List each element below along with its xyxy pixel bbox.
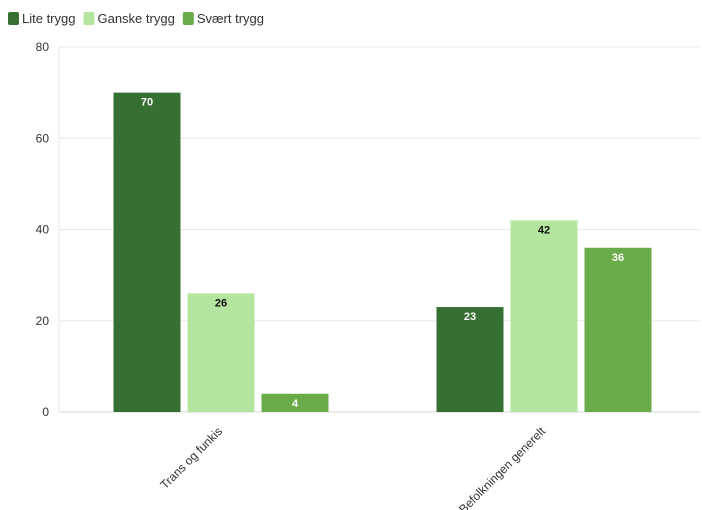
y-tick-label-0: 0: [42, 405, 49, 419]
bars: [113, 92, 652, 412]
data-label-ganske-trygg-trans-og-funkis: 26: [215, 297, 227, 309]
x-axis: Trans og funkis Befolkningen generelt: [158, 424, 549, 510]
legend-swatch-sv-rt-trygg[interactable]: [182, 12, 194, 25]
legend-label-ganske-trygg[interactable]: Ganske trygg: [97, 11, 174, 26]
bar-lite-trygg-befolkningen-generelt[interactable]: [436, 307, 504, 412]
x-tick-label-trans-og-funkis: Trans og funkis: [158, 424, 226, 492]
data-label-sv-rt-trygg-befolkningen-generelt: 36: [612, 252, 624, 264]
legend-swatch-lite-trygg[interactable]: [8, 12, 19, 25]
data-label-ganske-trygg-befolkningen-generelt: 42: [538, 224, 550, 236]
y-axis: 0 20 40 60 80: [36, 40, 50, 419]
y-tick-label-60: 60: [36, 131, 50, 145]
data-label-lite-trygg-trans-og-funkis: 70: [141, 97, 153, 109]
legend: Lite trygg Ganske trygg Svært trygg: [8, 11, 264, 26]
data-label-sv-rt-trygg-trans-og-funkis: 4: [292, 398, 299, 410]
legend-label-lite-trygg[interactable]: Lite trygg: [22, 11, 75, 26]
x-tick-label-befolkningen-generelt: Befolkningen generelt: [456, 424, 548, 510]
bar-sv-rt-trygg-befolkningen-generelt[interactable]: [584, 247, 652, 412]
legend-swatch-ganske-trygg[interactable]: [83, 12, 95, 25]
y-tick-label-40: 40: [36, 223, 50, 237]
bar-ganske-trygg-befolkningen-generelt[interactable]: [510, 220, 578, 412]
bar-lite-trygg-trans-og-funkis[interactable]: [113, 92, 181, 412]
bar-sv-rt-trygg-trans-og-funkis[interactable]: [261, 393, 329, 412]
data-labels: 70 26 4 23 42 36: [141, 97, 624, 410]
data-label-lite-trygg-befolkningen-generelt: 23: [464, 311, 476, 323]
legend-label-sv-rt-trygg[interactable]: Svært trygg: [197, 11, 264, 26]
y-tick-label-20: 20: [36, 314, 50, 328]
y-tick-label-80: 80: [36, 40, 50, 54]
bar-ganske-trygg-trans-og-funkis[interactable]: [187, 293, 255, 412]
